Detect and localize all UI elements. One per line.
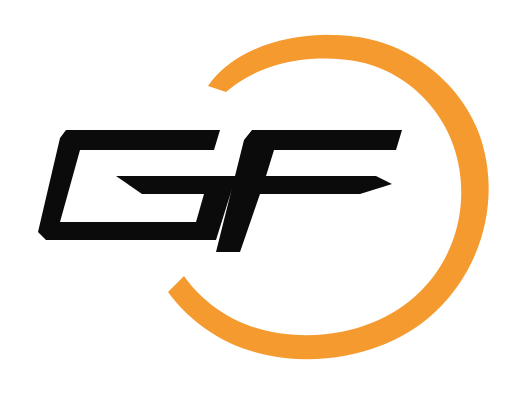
letter-g	[38, 130, 236, 240]
letter-f	[216, 130, 402, 252]
